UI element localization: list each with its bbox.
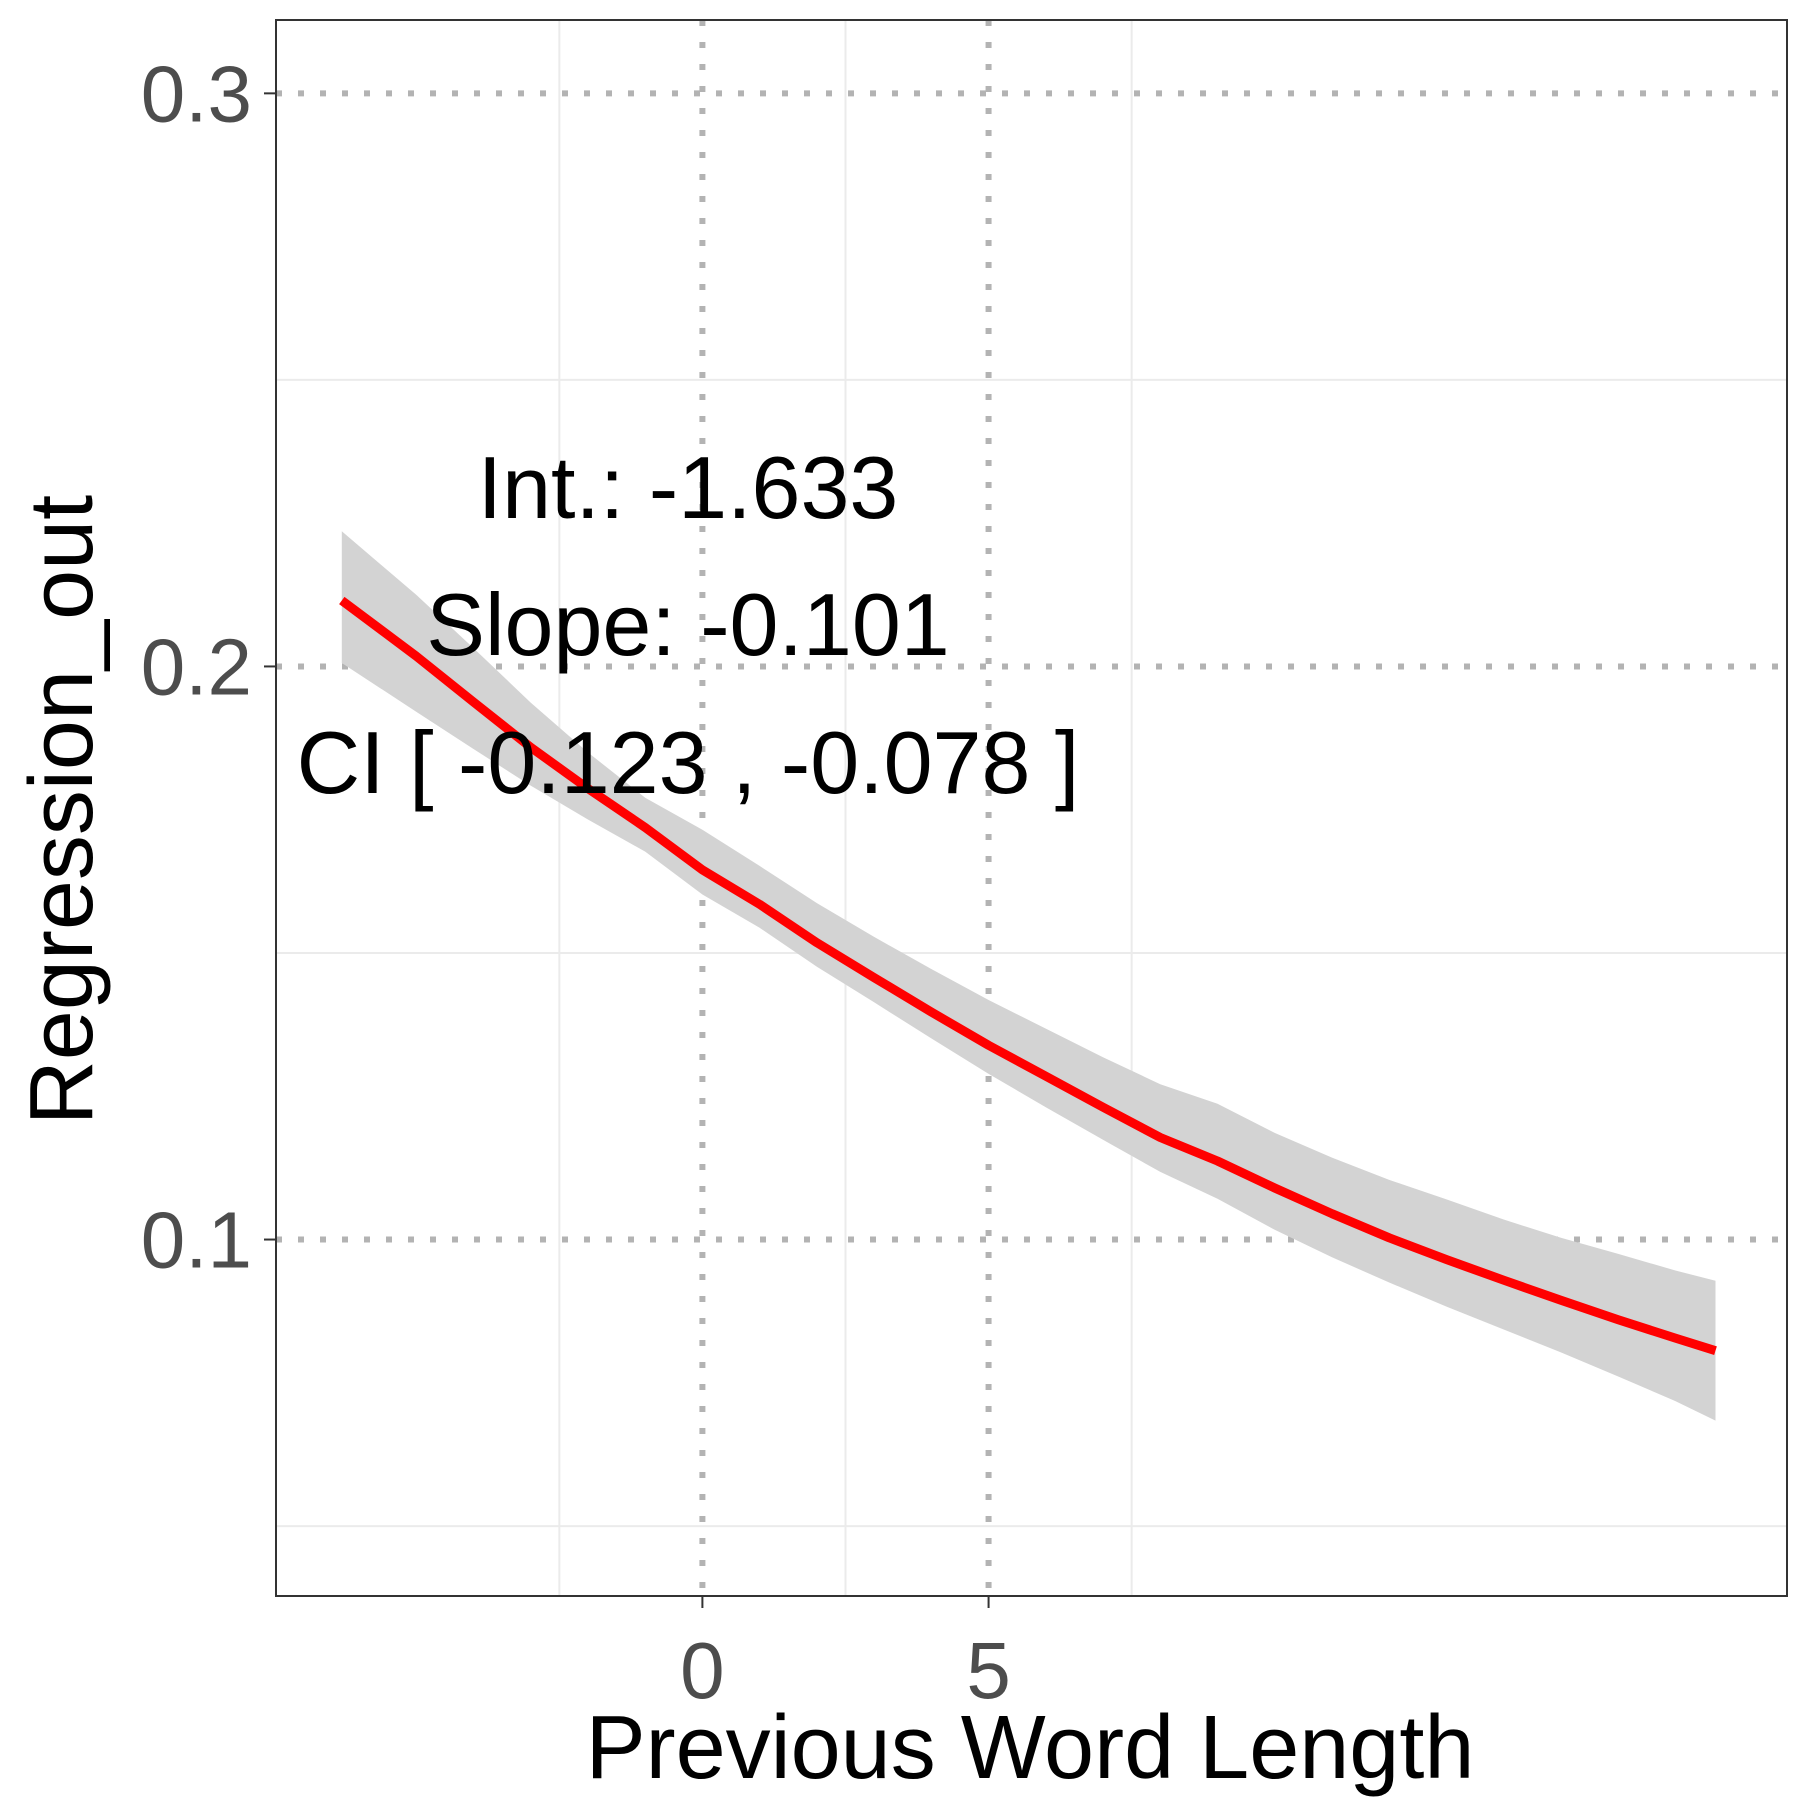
y-tick-label: 0.3 xyxy=(141,49,252,138)
x-tick-label: 5 xyxy=(966,1626,1011,1715)
x-tick-label: 0 xyxy=(680,1626,725,1715)
x-axis-title: Previous Word Length xyxy=(586,1698,1475,1798)
fitted-line-path xyxy=(339,596,1717,1355)
confidence-band-area xyxy=(341,531,1716,1421)
y-axis-title: Regression_out xyxy=(12,495,112,1125)
minor-grid xyxy=(276,20,1787,1596)
fitted-line xyxy=(339,596,1717,1355)
panel-border-rect xyxy=(275,19,1788,1597)
plot-panel-border xyxy=(275,19,1788,1597)
tick-labels: 0 5 0.1 0.2 0.3 xyxy=(141,49,1011,1715)
y-tick-label: 0.2 xyxy=(141,622,252,711)
annotation-ci: CI [ -0.123 , -0.078 ] xyxy=(297,713,1080,812)
annotation-intercept: Int.: -1.633 xyxy=(478,438,899,537)
annotation-slope: Slope: -0.101 xyxy=(426,575,950,674)
axis-ticks xyxy=(264,92,990,1608)
y-tick-label: 0.1 xyxy=(141,1196,252,1285)
confidence-band xyxy=(341,531,1716,1421)
